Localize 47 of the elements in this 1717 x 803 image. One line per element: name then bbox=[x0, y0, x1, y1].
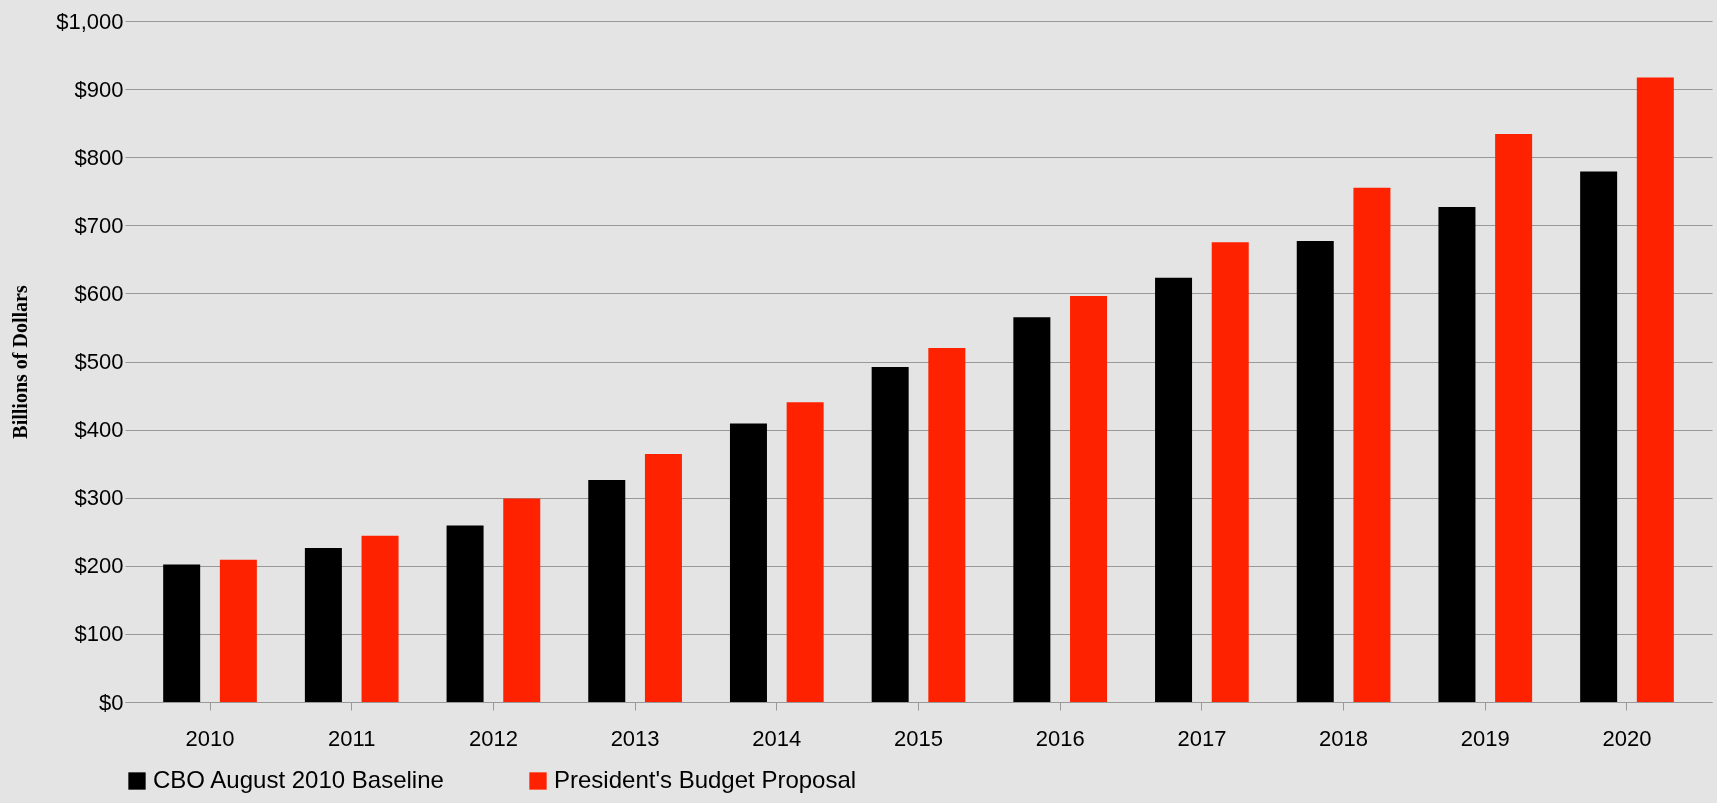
x-tick-label: 2020 bbox=[1602, 725, 1652, 751]
x-tick-label: 2014 bbox=[752, 725, 802, 751]
y-axis-title: Billions of Dollars bbox=[9, 285, 32, 439]
y-tick-label: $1,000 bbox=[56, 8, 124, 34]
bar bbox=[871, 366, 909, 702]
legend-label: CBO August 2010 Baseline bbox=[153, 766, 444, 793]
x-tick-label: 2018 bbox=[1319, 725, 1369, 751]
y-tick-label: $100 bbox=[74, 621, 124, 647]
y-tick-label: $200 bbox=[74, 553, 124, 579]
x-tick-label: 2019 bbox=[1460, 725, 1510, 751]
bar bbox=[1580, 171, 1618, 702]
bar bbox=[1211, 242, 1249, 702]
x-tick-label: 2017 bbox=[1177, 725, 1227, 751]
bar bbox=[786, 402, 824, 702]
y-tick-label: $0 bbox=[99, 689, 124, 715]
y-tick-label: $600 bbox=[74, 280, 124, 306]
bar bbox=[446, 525, 484, 702]
bar bbox=[361, 535, 399, 702]
bar bbox=[1155, 277, 1193, 702]
y-tick-label: $800 bbox=[74, 144, 124, 170]
y-tick-label: $700 bbox=[74, 212, 124, 238]
x-tick-label: 2016 bbox=[1035, 725, 1085, 751]
bar bbox=[1438, 206, 1476, 702]
bar bbox=[503, 498, 541, 702]
bar bbox=[304, 548, 342, 702]
bar bbox=[928, 347, 966, 702]
y-tick-label: $400 bbox=[74, 417, 124, 443]
legend-label: President's Budget Proposal bbox=[554, 766, 857, 793]
x-tick-label: 2013 bbox=[610, 725, 660, 751]
y-tick-label: $500 bbox=[74, 349, 124, 374]
bar bbox=[1636, 77, 1674, 702]
bar bbox=[219, 559, 257, 702]
y-tick-label: $900 bbox=[74, 76, 124, 102]
bar bbox=[1353, 187, 1391, 702]
bar bbox=[644, 454, 682, 702]
x-tick-label: 2011 bbox=[328, 725, 376, 751]
bar bbox=[1070, 296, 1108, 702]
x-tick-label: 2015 bbox=[894, 725, 943, 751]
bar bbox=[588, 479, 626, 702]
bar bbox=[1013, 317, 1051, 702]
bar bbox=[729, 423, 767, 702]
y-tick-label: $300 bbox=[74, 485, 124, 511]
bar bbox=[1495, 134, 1533, 702]
x-tick-label: 2012 bbox=[468, 725, 518, 751]
x-tick-label: 2010 bbox=[185, 725, 235, 751]
bar bbox=[163, 564, 201, 702]
bar bbox=[1296, 240, 1334, 702]
